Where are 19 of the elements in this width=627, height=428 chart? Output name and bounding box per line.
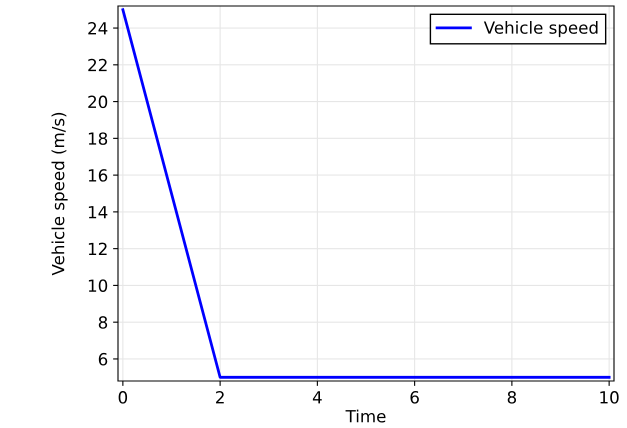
legend-label: Vehicle speed: [484, 21, 598, 38]
y-tick-label: 22: [88, 58, 107, 72]
y-tick-label: 8: [98, 316, 108, 329]
y-tick-label: 14: [88, 206, 108, 218]
y-axis-title: Vehicle speed (m/s): [51, 112, 68, 276]
x-tick-label: 8: [508, 391, 516, 404]
y-tick-label: 12: [88, 242, 107, 255]
y-tick-label: 16: [88, 169, 108, 182]
x-tick-label: 2: [216, 391, 224, 404]
x-tick-label: 6: [410, 391, 419, 404]
y-tick-label: 24: [88, 22, 108, 34]
y-tick-label: 6: [98, 352, 108, 366]
x-tick-label: 0: [118, 391, 128, 404]
x-tick-label: 10: [600, 391, 619, 404]
y-tick-label: 18: [88, 132, 108, 145]
y-tick-label: 10: [88, 279, 108, 292]
y-tick-label: 20: [88, 96, 108, 108]
x-tick-label: 4: [312, 391, 322, 404]
x-axis-title: Time: [346, 410, 386, 423]
